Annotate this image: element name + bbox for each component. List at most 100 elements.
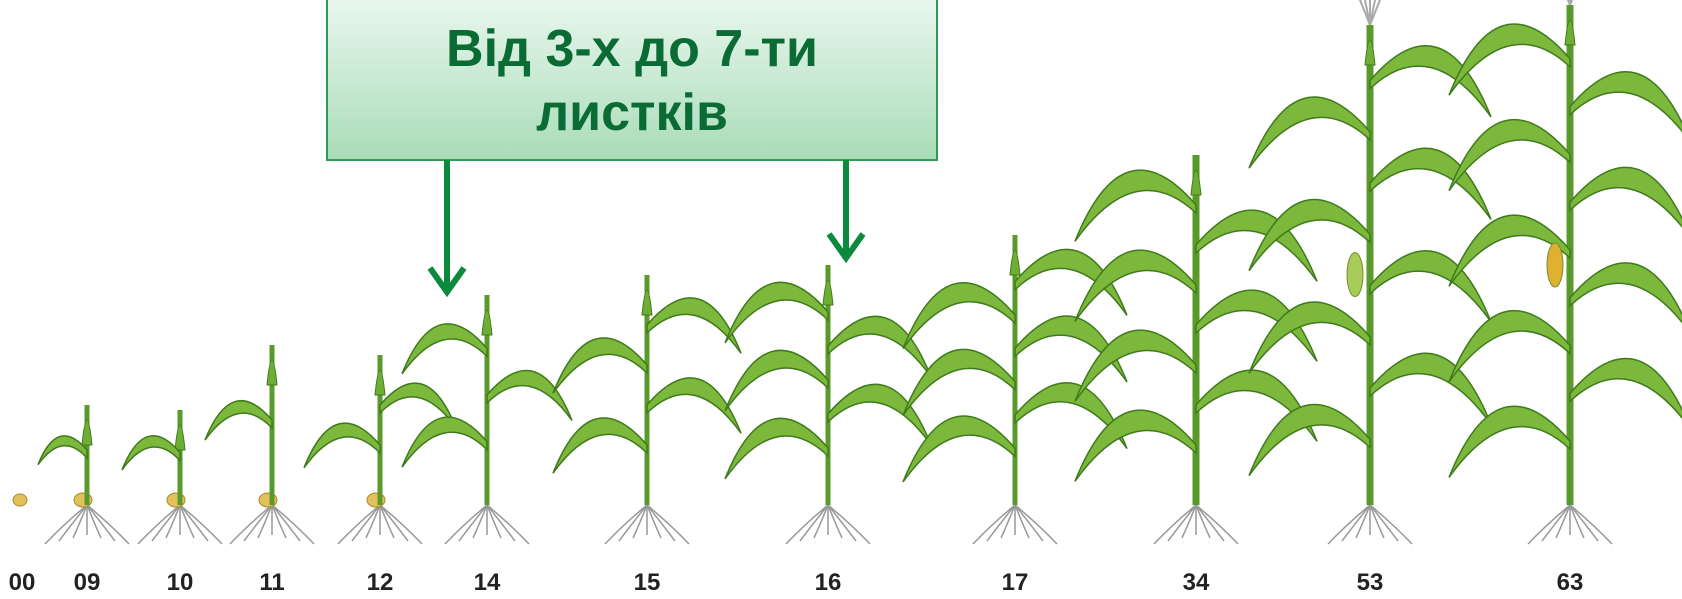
plant xyxy=(1448,0,1682,545)
stage-label: 14 xyxy=(474,569,501,596)
leaf xyxy=(303,422,381,469)
leaf xyxy=(1448,118,1571,192)
root xyxy=(827,504,871,545)
root xyxy=(458,504,488,542)
root xyxy=(1195,504,1239,545)
root xyxy=(486,504,530,545)
root xyxy=(1569,504,1599,542)
leaf xyxy=(1248,301,1371,374)
root xyxy=(379,504,409,542)
tassel xyxy=(1363,0,1371,26)
root xyxy=(1000,504,1016,539)
leaf xyxy=(646,377,742,434)
root xyxy=(179,504,195,539)
leaf xyxy=(646,297,742,354)
leaf xyxy=(902,282,1016,350)
root xyxy=(646,504,676,542)
leaf xyxy=(1248,198,1371,272)
leaf xyxy=(401,416,488,468)
leaf xyxy=(1014,382,1128,450)
plant xyxy=(724,265,932,545)
root xyxy=(271,504,301,542)
leaf-tip xyxy=(1564,19,1576,46)
leaf xyxy=(121,435,181,471)
leaf xyxy=(1074,409,1197,482)
stage-label: 12 xyxy=(367,569,394,596)
root xyxy=(1527,504,1571,545)
leaf-tip xyxy=(481,309,493,336)
leaf xyxy=(1195,369,1318,442)
leaf xyxy=(37,435,88,466)
root xyxy=(72,504,88,539)
stage-label: 10 xyxy=(167,569,194,596)
root xyxy=(1195,504,1225,542)
stage-labels: 00 09 10 11 12 14 15 16 17 34 53 63 xyxy=(9,569,1584,596)
leaf xyxy=(1569,71,1682,133)
plant xyxy=(1248,0,1492,545)
leaf xyxy=(902,415,1016,483)
root xyxy=(486,504,502,539)
leaf xyxy=(1569,166,1682,228)
tassel xyxy=(1369,0,1377,26)
stage-label: 63 xyxy=(1557,569,1584,596)
callout-line: Від 3-х до 7-ти xyxy=(446,20,818,78)
plants xyxy=(12,0,1682,545)
root xyxy=(1369,504,1413,545)
leaf xyxy=(1248,403,1371,477)
leaf-tip xyxy=(822,279,834,306)
leaf-tip xyxy=(641,289,653,316)
root xyxy=(986,504,1016,542)
root xyxy=(179,504,223,545)
leaf xyxy=(1074,169,1197,242)
leaf xyxy=(1074,329,1197,402)
leaf xyxy=(1448,23,1571,96)
root xyxy=(785,504,829,545)
leaf xyxy=(552,417,648,474)
leaf xyxy=(1369,45,1492,118)
leaf-tip xyxy=(174,424,186,451)
root xyxy=(58,504,88,542)
leaf xyxy=(401,323,488,375)
leaf xyxy=(1195,209,1318,282)
stage-label: 53 xyxy=(1357,569,1384,596)
leaf xyxy=(1569,357,1682,420)
leaf xyxy=(204,400,273,441)
root xyxy=(1369,504,1385,539)
plant xyxy=(12,493,28,507)
tassel xyxy=(1358,0,1371,26)
root xyxy=(151,504,181,542)
tassel xyxy=(1569,0,1574,6)
root xyxy=(1153,504,1197,545)
root xyxy=(646,504,662,539)
plant xyxy=(121,410,223,545)
root xyxy=(243,504,273,542)
leaf xyxy=(552,337,648,394)
root xyxy=(1014,504,1044,542)
leaf xyxy=(486,369,573,421)
root xyxy=(137,504,181,545)
stage-label: 11 xyxy=(259,569,284,596)
root xyxy=(486,504,516,542)
root xyxy=(165,504,181,539)
tassel xyxy=(1369,0,1382,26)
seed xyxy=(12,493,28,507)
leaf xyxy=(1569,262,1682,324)
root xyxy=(799,504,829,542)
root xyxy=(1341,504,1371,542)
root xyxy=(1569,504,1613,545)
ear xyxy=(1546,242,1564,288)
root xyxy=(86,504,130,545)
leaf xyxy=(1014,248,1128,316)
leaf xyxy=(902,348,1016,416)
leaf-tip xyxy=(1364,39,1376,66)
stage-label: 00 xyxy=(9,569,36,596)
arrow xyxy=(826,160,866,264)
leaf xyxy=(1448,309,1571,383)
leaf-tip xyxy=(81,419,93,446)
plant xyxy=(902,235,1128,545)
root xyxy=(379,504,395,539)
root xyxy=(351,504,381,542)
ear xyxy=(1346,252,1364,298)
root xyxy=(1195,504,1211,539)
